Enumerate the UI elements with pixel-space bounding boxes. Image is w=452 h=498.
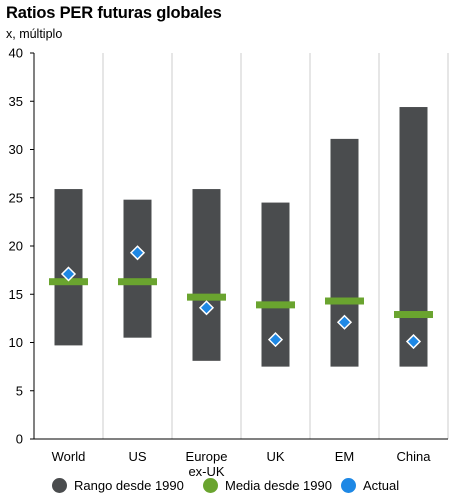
current-marker: [405, 333, 422, 350]
y-tick-label: 25: [9, 190, 23, 205]
legend-swatch-mean: [203, 478, 218, 493]
y-tick-label: 30: [9, 142, 23, 157]
mean-marker: [325, 297, 364, 305]
current-marker: [60, 266, 77, 282]
legend-item-range: Rango desde 1990: [52, 478, 184, 493]
current-marker: [198, 300, 215, 316]
range-bar: [123, 199, 152, 338]
y-tick-label: 40: [9, 46, 23, 61]
range-bar: [330, 138, 359, 367]
legend-swatch-range: [52, 478, 67, 493]
y-tick-label: 20: [9, 239, 23, 254]
mean-marker: [187, 293, 226, 301]
current-marker: [267, 332, 284, 348]
category-label: US: [128, 449, 146, 464]
category-label: EM: [335, 449, 355, 464]
current-marker: [336, 314, 353, 330]
range-bar: [192, 189, 221, 361]
legend-swatch-current: [341, 478, 356, 493]
category-label: ex-UK: [188, 464, 224, 478]
chart-subtitle: x, múltiplo: [6, 27, 63, 41]
legend-label-mean: Media desde 1990: [225, 478, 332, 493]
mean-marker: [49, 278, 88, 286]
chart-legend: Rango desde 1990 Media desde 1990 Actual: [0, 478, 452, 498]
category-label: World: [52, 449, 86, 464]
category-label: Europe: [186, 449, 228, 464]
y-tick-label: 0: [16, 432, 23, 447]
mean-marker: [256, 301, 295, 309]
mean-marker: [394, 311, 433, 319]
legend-item-mean: Media desde 1990: [203, 478, 332, 493]
legend-label-current: Actual: [363, 478, 400, 493]
category-label: UK: [266, 449, 284, 464]
legend-label-range: Rango desde 1990: [74, 478, 184, 493]
y-tick-label: 10: [9, 335, 23, 350]
y-tick-label: 35: [9, 94, 23, 109]
mean-marker: [118, 278, 157, 286]
category-label: China: [397, 449, 432, 464]
chart-title: Ratios PER futuras globales: [6, 4, 222, 22]
current-marker: [129, 245, 146, 261]
range-bar: [399, 107, 428, 367]
y-tick-label: 15: [9, 287, 23, 302]
legend-item-current: Actual: [341, 478, 399, 493]
y-tick-label: 5: [16, 383, 23, 398]
